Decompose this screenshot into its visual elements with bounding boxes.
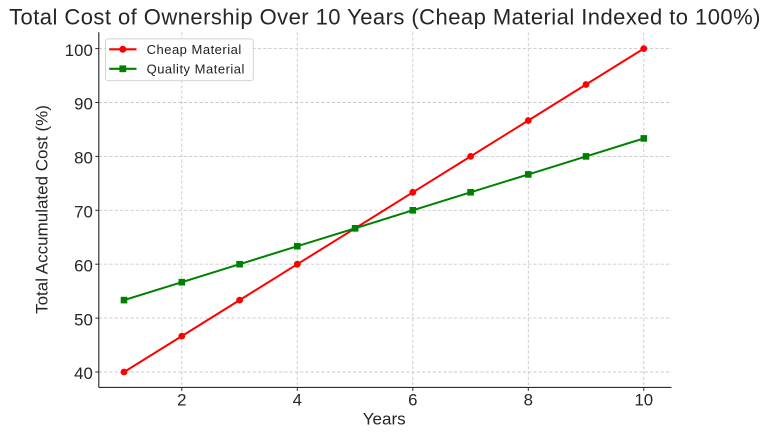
svg-text:40: 40 xyxy=(74,364,93,383)
svg-text:Total Cost of Ownership Over 1: Total Cost of Ownership Over 10 Years (C… xyxy=(9,4,761,29)
svg-text:8: 8 xyxy=(524,390,533,409)
svg-text:100: 100 xyxy=(65,41,93,60)
svg-text:2: 2 xyxy=(177,390,186,409)
svg-text:50: 50 xyxy=(74,310,93,329)
svg-text:Total Accumulated Cost (%): Total Accumulated Cost (%) xyxy=(33,105,52,314)
svg-text:60: 60 xyxy=(74,256,93,275)
svg-text:70: 70 xyxy=(74,203,93,222)
svg-text:10: 10 xyxy=(634,390,653,409)
svg-text:Years: Years xyxy=(363,410,406,429)
svg-text:6: 6 xyxy=(408,390,417,409)
svg-text:Cheap Material: Cheap Material xyxy=(147,42,242,57)
svg-text:80: 80 xyxy=(74,149,93,168)
svg-text:Quality Material: Quality Material xyxy=(147,61,245,76)
svg-text:4: 4 xyxy=(293,390,302,409)
svg-text:90: 90 xyxy=(74,95,93,114)
